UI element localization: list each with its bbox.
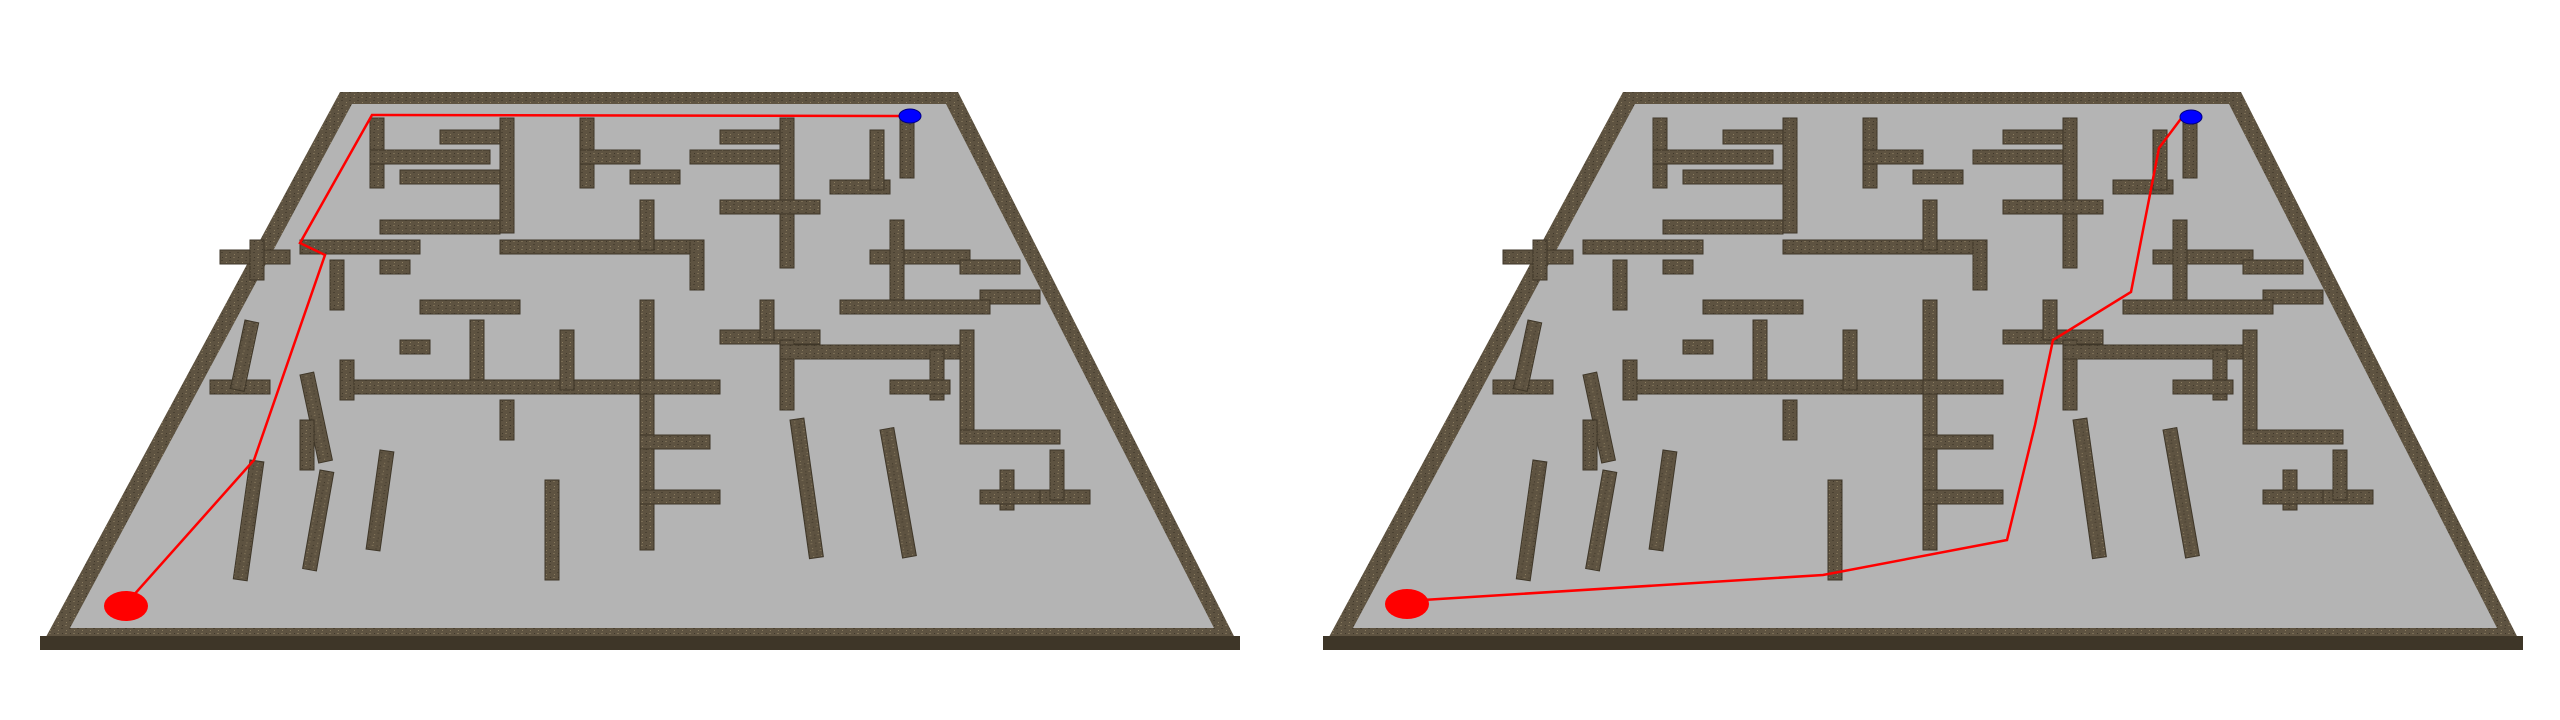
goal-marker bbox=[898, 108, 922, 124]
maze-outer-wall-front bbox=[1323, 636, 2523, 650]
left-maze bbox=[40, 92, 1240, 650]
start-marker bbox=[104, 591, 148, 621]
solution-path bbox=[123, 113, 909, 607]
maze-outer-wall-front bbox=[40, 636, 1240, 650]
solution-path bbox=[1406, 115, 2184, 603]
goal-marker bbox=[2179, 109, 2203, 125]
maze-inner-walls bbox=[1492, 117, 2374, 582]
start-marker bbox=[1385, 589, 1429, 619]
right-maze bbox=[1323, 92, 2523, 650]
maze-inner-walls bbox=[209, 117, 1091, 582]
